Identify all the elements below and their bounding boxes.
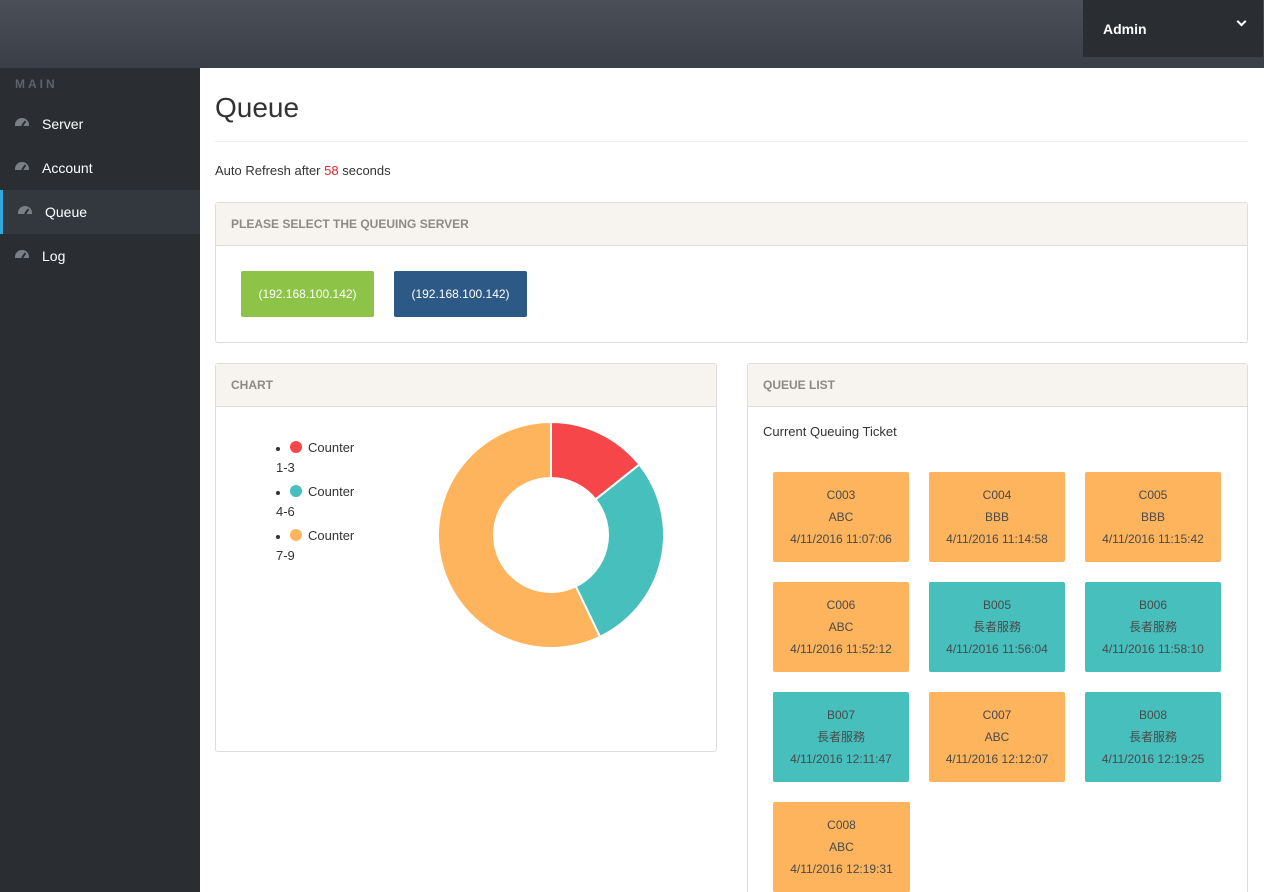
auto-refresh-text: Auto Refresh after 58 seconds [215, 163, 391, 178]
user-name: Admin [1103, 20, 1147, 37]
server-button-2[interactable]: (192.168.100.142) [394, 271, 527, 317]
ticket-id: C003 [826, 488, 856, 502]
current-ticket-label: Current Queuing Ticket [763, 424, 897, 439]
ticket-time: 4/11/2016 11:14:58 [946, 532, 1048, 546]
legend-swatch [290, 485, 302, 497]
top-bar: Admin [0, 0, 1264, 68]
donut-chart [437, 420, 665, 649]
ticket-name: 長者服務 [1128, 730, 1177, 744]
ticket-name: 長者服務 [972, 620, 1021, 634]
main-content: Queue Auto Refresh after 58 seconds PLEA… [200, 68, 1264, 892]
sidebar-item-label: Queue [45, 204, 88, 220]
ticket-name: BBB [984, 510, 1009, 524]
list-bullet [276, 491, 280, 495]
sidebar-item-queue[interactable]: Queue [0, 190, 200, 234]
dashboard-icon [18, 206, 32, 214]
legend-label: Counter [308, 528, 355, 543]
donut-slice-2[interactable] [574, 463, 665, 639]
sidebar-item-label: Account [42, 160, 93, 176]
ticket-name: ABC [984, 730, 1010, 744]
ticket-time: 4/11/2016 12:11:47 [790, 752, 892, 766]
legend-label-range: 1-3 [276, 460, 295, 475]
title-divider [215, 141, 1248, 142]
ticket-time: 4/11/2016 11:52:12 [790, 642, 892, 656]
donut-slice-3[interactable] [437, 420, 602, 649]
ticket-time: 4/11/2016 12:19:31 [790, 862, 893, 876]
queue-ticket[interactable]: C007 ABC 4/11/2016 12:12:07 [929, 692, 1065, 782]
ticket-name: ABC [829, 840, 854, 854]
queue-list-panel: QUEUE LIST Current Queuing Ticket C003 AB… [747, 363, 1248, 892]
ticket-name: BBB [1140, 510, 1165, 524]
refresh-prefix: Auto Refresh after [215, 163, 321, 178]
ticket-time: 4/11/2016 11:07:06 [790, 532, 892, 546]
ticket-id: C004 [982, 488, 1012, 502]
ticket-name: ABC [828, 510, 854, 524]
ticket-id: B005 [982, 598, 1012, 612]
sidebar-item-log[interactable]: Log [0, 234, 200, 278]
server-button-1[interactable]: (192.168.100.142) [241, 271, 374, 317]
ticket-name: 長者服務 [816, 730, 865, 744]
legend-swatch [290, 529, 302, 541]
ticket-name: 長者服務 [1128, 620, 1177, 634]
queue-ticket[interactable]: B008 長者服務 4/11/2016 12:19:25 [1085, 692, 1221, 782]
ticket-id: C007 [982, 708, 1012, 722]
refresh-seconds: 58 [324, 163, 339, 178]
page-title: Queue [215, 92, 300, 123]
refresh-suffix: seconds [342, 163, 391, 178]
queue-ticket[interactable]: C004 BBB 4/11/2016 11:14:58 [929, 472, 1065, 562]
dashboard-icon [15, 250, 29, 258]
ticket-id: B006 [1138, 598, 1168, 612]
ticket-time: 4/11/2016 12:12:07 [945, 752, 1049, 766]
legend-swatch [290, 441, 302, 453]
legend-label: Counter [308, 440, 355, 455]
ticket-id: C008 [827, 818, 856, 832]
queue-ticket[interactable]: C008 ABC 4/11/2016 12:19:31 [773, 802, 910, 892]
legend-item: Counter 7-9 [276, 526, 366, 566]
queue-ticket[interactable]: C005 BBB 4/11/2016 11:15:42 [1085, 472, 1221, 562]
ticket-time: 4/11/2016 12:19:25 [1101, 752, 1205, 766]
server-panel-heading: PLEASE SELECT THE QUEUING SERVER [216, 203, 1247, 246]
ticket-time: 4/11/2016 11:58:10 [1102, 642, 1204, 656]
legend-item: Counter 4-6 [276, 482, 366, 522]
legend-label-range: 7-9 [276, 548, 295, 563]
sidebar-item-account[interactable]: Account [0, 146, 200, 190]
ticket-name: ABC [828, 620, 854, 634]
chart-panel: CHART Counter 1-3 Counter 4-6 Counter 7-… [215, 363, 717, 752]
list-bullet [276, 447, 280, 451]
sidebar-section-label: MAIN [15, 77, 58, 91]
chevron-down-icon [1236, 16, 1247, 27]
dashboard-icon [15, 118, 29, 126]
queue-ticket[interactable]: B005 長者服務 4/11/2016 11:56:04 [929, 582, 1065, 672]
queue-ticket[interactable]: B006 長者服務 4/11/2016 11:58:10 [1085, 582, 1221, 672]
sidebar: MAIN Server Account Queue Log [0, 68, 200, 892]
chart-panel-heading: CHART [216, 364, 716, 407]
queue-ticket[interactable]: C006 ABC 4/11/2016 11:52:12 [773, 582, 909, 672]
queue-ticket[interactable]: B007 長者服務 4/11/2016 12:11:47 [773, 692, 909, 782]
ticket-time: 4/11/2016 11:56:04 [946, 642, 1048, 656]
sidebar-item-server[interactable]: Server [0, 102, 200, 146]
user-menu[interactable]: Admin [1083, 0, 1263, 57]
legend-label: Counter [308, 484, 355, 499]
list-bullet [276, 535, 280, 539]
ticket-id: B008 [1138, 708, 1168, 722]
sidebar-item-label: Log [42, 248, 66, 264]
server-panel: PLEASE SELECT THE QUEUING SERVER (192.16… [215, 202, 1248, 343]
queue-list-heading: QUEUE LIST [748, 364, 1247, 407]
ticket-id: C005 [1138, 488, 1168, 502]
ticket-id: B007 [826, 708, 856, 722]
ticket-time: 4/11/2016 11:15:42 [1102, 532, 1204, 546]
ticket-id: C006 [826, 598, 856, 612]
legend-label-range: 4-6 [276, 504, 295, 519]
sidebar-item-label: Server [42, 116, 84, 132]
chart-legend: Counter 1-3 Counter 4-6 Counter 7-9 [276, 438, 366, 570]
dashboard-icon [15, 162, 29, 170]
legend-item: Counter 1-3 [276, 438, 366, 478]
queue-ticket[interactable]: C003 ABC 4/11/2016 11:07:06 [773, 472, 909, 562]
